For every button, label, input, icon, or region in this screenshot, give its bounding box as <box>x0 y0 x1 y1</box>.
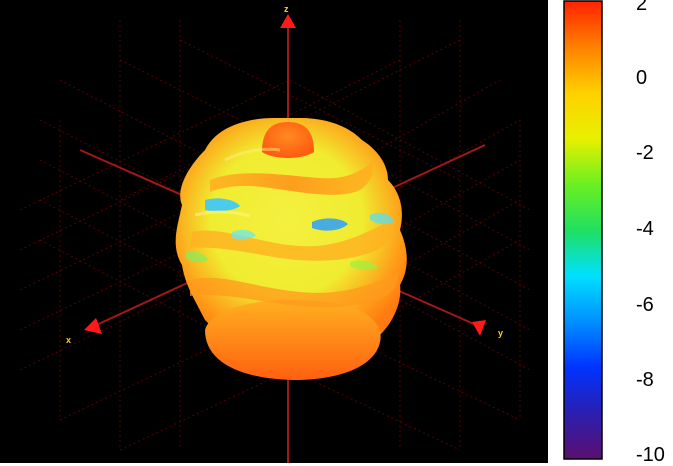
colorbar-tick-label: 0 <box>636 66 648 89</box>
colorbar-tick-label: -4 <box>636 218 654 240</box>
plot-scene: z x y <box>19 4 531 463</box>
radiation-pattern-surface <box>175 118 407 380</box>
axis-arrows <box>84 14 486 336</box>
z-axis-arrow <box>280 14 296 28</box>
colorbar-tick-label: 2 <box>636 0 648 15</box>
colorbar-tick-label: -8 <box>636 369 654 392</box>
axis-labels: z x y <box>66 4 503 345</box>
colorbar-tick-label: -10 <box>636 444 665 466</box>
colorbar-gradient <box>563 0 603 460</box>
x-axis-arrow <box>84 318 102 334</box>
y-axis-label: y <box>498 328 503 338</box>
colorbar <box>563 0 603 460</box>
y-axis-arrow <box>472 320 486 336</box>
z-axis-label: z <box>284 4 289 14</box>
colorbar-tick-label: -2 <box>636 142 654 165</box>
colorbar-tick-label: -6 <box>636 293 654 316</box>
plot-viewport: z x y <box>0 0 548 463</box>
x-axis-label: x <box>66 335 71 345</box>
